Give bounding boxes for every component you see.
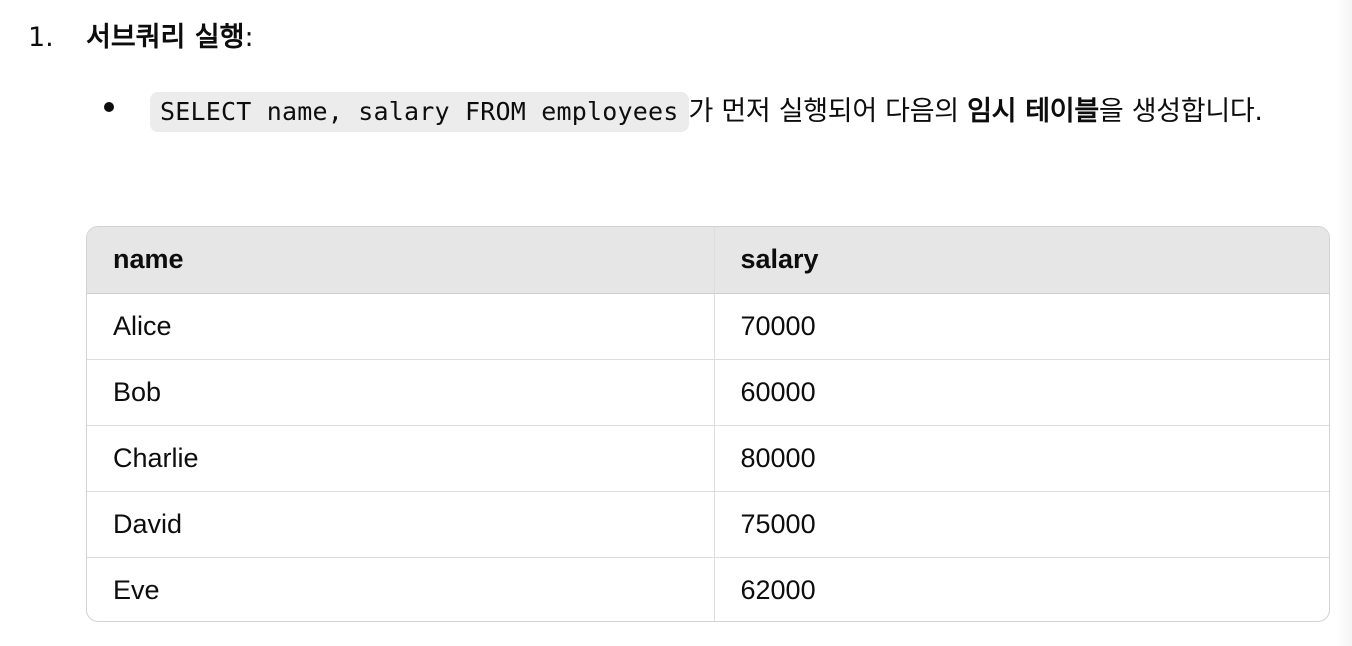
step-heading: 1. 서브쿼리 실행: xyxy=(28,18,254,58)
data-table: name salary Alice 70000 Bob 60000 Charli… xyxy=(86,226,1330,622)
paragraph-bold-text: 임시 테이블 xyxy=(967,96,1099,127)
bullet-dot-icon xyxy=(104,102,114,112)
table-row: Charlie 80000 xyxy=(87,424,1329,491)
cell-salary: 75000 xyxy=(713,490,1329,557)
cell-name: David xyxy=(87,490,714,557)
table-header-row: name salary xyxy=(87,227,1329,294)
table-row: Bob 60000 xyxy=(87,358,1329,425)
table-row: Alice 70000 xyxy=(87,293,1329,359)
cell-name: Alice xyxy=(113,310,172,341)
cell-name: Eve xyxy=(87,556,714,621)
column-header-name: name xyxy=(87,227,714,294)
paragraph-text-before: 가 먼저 실행되어 다음의 xyxy=(688,96,968,127)
cell-salary: 80000 xyxy=(713,424,1329,491)
scrollbar-track[interactable] xyxy=(1336,0,1352,646)
cell-name: Charlie xyxy=(87,424,714,491)
column-header-salary: salary xyxy=(713,227,1329,294)
cell-name: Bob xyxy=(87,358,714,425)
table-row: David 75000 xyxy=(87,490,1329,557)
bullet-paragraph: SELECT name, salary FROM employees 가 먼저 실… xyxy=(150,84,1320,139)
step-colon: : xyxy=(244,22,254,53)
cell-salary: 60000 xyxy=(713,358,1329,425)
table-row: Eve 62000 xyxy=(87,556,1329,621)
paragraph-text-after: 을 생성합니다. xyxy=(1098,96,1263,127)
step-title: 서브쿼리 실행 xyxy=(86,22,245,53)
cell-salary: 70000 xyxy=(713,293,1329,359)
inline-code: SELECT name, salary FROM employees xyxy=(150,92,689,132)
cell-salary: 62000 xyxy=(713,556,1329,621)
step-number: 1. xyxy=(28,22,54,53)
